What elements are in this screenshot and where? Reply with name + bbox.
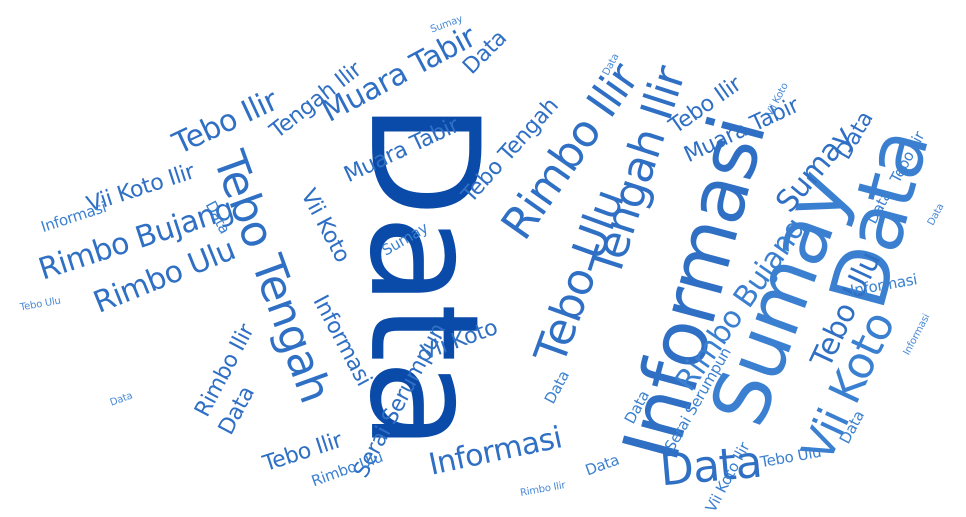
word-data-tiny-2: Data [540,367,573,407]
word-filler-4: Data [108,390,135,409]
word-data-tiny-4: Data [582,450,622,480]
word-filler-6: Informasi [901,312,933,358]
word-tebo-ulu-tiny: Tebo Ulu [758,442,823,472]
word-filler-8: Rimbo Ilir [519,480,567,499]
word-informasi-tiny-left: Informasi [38,198,109,236]
word-filler-5: Tebo Ulu [19,295,62,314]
